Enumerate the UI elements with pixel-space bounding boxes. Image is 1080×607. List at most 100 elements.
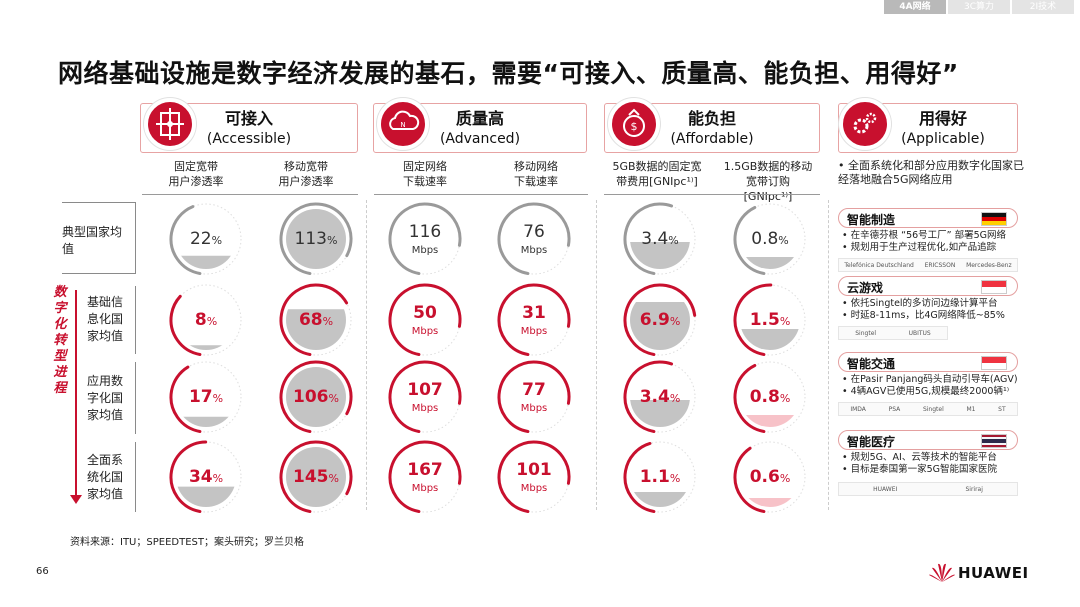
app-bullets: 在Pasir Panjang码头自动引导车(AGV)4辆AGV已使用5G,规模最… xyxy=(838,374,1018,398)
metric-unit: Mbps xyxy=(520,483,548,494)
metric-gauge: 167 Mbps xyxy=(385,437,465,517)
metric-gauge: 76 Mbps xyxy=(494,199,574,279)
svg-text:N: N xyxy=(400,121,405,129)
metric-unit: % xyxy=(328,472,339,485)
app-bullets: 依托Singtel的多访问边缘计算平台时延8-11ms，比4G网络降低~85% xyxy=(838,298,1018,322)
metric-value: 145 xyxy=(293,467,329,487)
app-bullets: 在辛德芬根 “56号工厂” 部署5G网络规划用于生产过程优化,如产品追踪 xyxy=(838,230,1018,254)
metric-unit: Mbps xyxy=(411,403,439,414)
metric-unit: % xyxy=(211,234,223,247)
metric-unit: % xyxy=(212,392,224,405)
metric-unit: Mbps xyxy=(520,326,548,337)
metric-value: 3.4 xyxy=(641,229,669,249)
network-access-icon xyxy=(144,98,196,150)
row-box-systematic xyxy=(80,442,136,512)
row-label-typical: 典型国家均 值 xyxy=(62,225,123,256)
metric-unit: % xyxy=(212,472,224,485)
row-label-systematic: 全面系 统化国 家均值 xyxy=(87,453,124,501)
metric-gauge: 0.8% xyxy=(730,199,810,279)
header-underline xyxy=(374,194,588,195)
category-en: (Affordable) xyxy=(670,131,754,147)
category-en: (Accessible) xyxy=(206,131,292,147)
metric-unit: % xyxy=(779,315,791,328)
metric-value: 31 xyxy=(522,303,546,323)
metric-gauge: 68% xyxy=(276,280,356,360)
metric-value: 0.6 xyxy=(749,467,780,487)
metric-value: 1.5 xyxy=(749,310,780,330)
metric-value: 101 xyxy=(516,460,552,480)
page-number: 66 xyxy=(36,566,49,577)
category-name: 用得好 xyxy=(918,109,967,128)
metric-unit: % xyxy=(779,472,791,485)
metric-gauge: 106% xyxy=(276,357,356,437)
category-name: 可接入 xyxy=(224,109,273,128)
category-en: (Applicable) xyxy=(901,131,985,147)
category-en: (Advanced) xyxy=(439,131,521,147)
metric-gauge: 8% xyxy=(166,280,246,360)
tab-4a-network[interactable]: 4A网络 xyxy=(884,0,946,14)
metric-gauge: 50 Mbps xyxy=(385,280,465,360)
metric-gauge: 145% xyxy=(276,437,356,517)
col-header-mobile-cost: 1.5GB数据的移动 宽带订购 [GNIpc¹⁾] xyxy=(723,160,813,203)
row-box-applied xyxy=(80,362,136,434)
app-block-smart-healthcare: 智能医疗 规划5G、AI、云等技术的智能平台目标是泰国第一家5G智能国家医院 H… xyxy=(838,430,1018,496)
partner-logos: Telefónica Deutschland ERICSSON Mercedes-B… xyxy=(838,258,1018,272)
money-icon: $ xyxy=(608,98,660,150)
metric-gauge: 77 Mbps xyxy=(494,357,574,437)
metric-value: 3.4 xyxy=(639,387,670,407)
svg-text:$: $ xyxy=(631,120,638,133)
singapore-flag-icon xyxy=(981,280,1007,294)
metric-value: 1.1 xyxy=(639,467,670,487)
metric-value: 68 xyxy=(298,310,323,330)
metric-value: 167 xyxy=(407,460,443,480)
metric-value: 77 xyxy=(522,380,546,400)
metric-unit: % xyxy=(206,315,218,328)
header-underline xyxy=(142,194,358,195)
app-title: 智能交通 xyxy=(838,352,1018,372)
metric-value: 0.8 xyxy=(749,387,780,407)
metric-unit: % xyxy=(322,315,334,328)
col-header-fixed-speed: 固定网络 下载速率 xyxy=(403,160,447,188)
metric-gauge: 101 Mbps xyxy=(494,437,574,517)
row-box-basic xyxy=(80,286,136,354)
metric-value: 34 xyxy=(188,467,213,487)
metric-unit: % xyxy=(669,472,681,485)
metric-unit: % xyxy=(668,234,679,247)
gears-icon xyxy=(839,98,891,150)
page-title: 网络基础设施是数字经济发展的基石，需要“可接入、质量高、能负担、用得好” xyxy=(58,59,959,88)
column-separator xyxy=(596,200,597,510)
section-tabs: 4A网络 3C算力 2I技术 xyxy=(884,0,1074,14)
metric-gauge: 1.1% xyxy=(620,437,700,517)
col-header-mobile-penetration: 移动宽带 用户渗透率 xyxy=(278,160,334,188)
metric-unit: Mbps xyxy=(411,483,439,494)
metric-gauge: 3.4% xyxy=(620,357,700,437)
metric-gauge: 6.9% xyxy=(620,280,700,360)
applicable-intro: • 全面系统化和部分应用数字化国家已经落地融合5G网络应用 xyxy=(838,159,1024,186)
metric-gauge: 113% xyxy=(276,199,356,279)
progress-arrow-icon xyxy=(70,495,82,504)
metric-unit: % xyxy=(327,234,338,247)
metric-unit: % xyxy=(328,392,339,405)
tab-3c-compute[interactable]: 3C算力 xyxy=(948,0,1010,14)
metric-value: 106 xyxy=(293,387,329,407)
metric-unit: Mbps xyxy=(520,403,548,414)
header-underline xyxy=(604,194,820,195)
digital-progress-label: 数字化转型进程 xyxy=(53,285,67,396)
app-title: 云游戏 xyxy=(838,276,1018,296)
metric-value: 17 xyxy=(188,387,213,407)
tab-2i-tech[interactable]: 2I技术 xyxy=(1012,0,1074,14)
metric-gauge: 31 Mbps xyxy=(494,280,574,360)
partner-logos: Singtel UBITUS xyxy=(838,326,948,340)
metric-value: 116 xyxy=(408,222,442,242)
metric-gauge: 1.5% xyxy=(730,280,810,360)
metric-unit: Mbps xyxy=(411,326,439,337)
row-label-basic: 基础信 息化国 家均值 xyxy=(87,295,124,343)
thailand-flag-icon xyxy=(981,434,1007,448)
metric-gauge: 0.6% xyxy=(730,437,810,517)
metric-gauge: 17% xyxy=(166,357,246,437)
metric-unit: Mbps xyxy=(520,245,548,256)
col-header-mobile-speed: 移动网络 下载速率 xyxy=(514,160,558,188)
app-block-cloud-gaming: 云游戏 依托Singtel的多访问边缘计算平台时延8-11ms，比4G网络降低~… xyxy=(838,276,1018,340)
metric-gauge: 22% xyxy=(166,199,246,279)
metric-gauge: 34% xyxy=(166,437,246,517)
